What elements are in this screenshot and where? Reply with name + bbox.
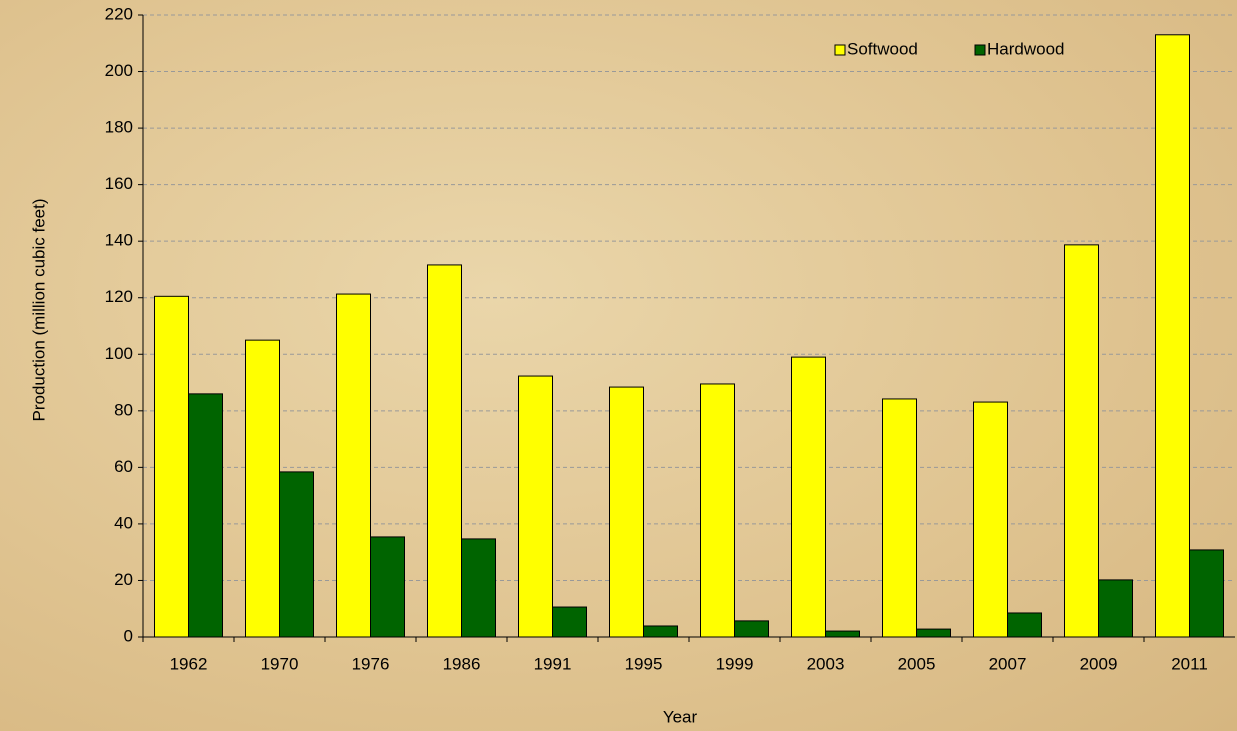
y-axis-label: Production (million cubic feet): [29, 199, 48, 422]
y-tick-label: 20: [114, 570, 133, 589]
legend-swatch: [834, 44, 846, 56]
x-tick-label: 2009: [1080, 654, 1118, 673]
bar: [609, 386, 644, 638]
bar: [882, 398, 917, 638]
bar: [825, 630, 860, 638]
x-tick-label: 1986: [443, 654, 481, 673]
legend-label: Softwood: [847, 39, 918, 58]
x-tick-label: 1970: [261, 654, 299, 673]
bar: [973, 401, 1008, 638]
y-tick-label: 220: [105, 4, 133, 23]
y-tick-label: 100: [105, 344, 133, 363]
x-tick-label: 1962: [170, 654, 208, 673]
y-tick-label: 160: [105, 174, 133, 193]
bar: [245, 339, 280, 638]
bar: [518, 375, 553, 638]
bar: [1007, 612, 1042, 638]
x-tick-label: 2005: [898, 654, 936, 673]
bar: [188, 393, 223, 638]
y-tick-label: 200: [105, 61, 133, 80]
y-tick-label: 60: [114, 457, 133, 476]
x-tick-label: 1976: [352, 654, 390, 673]
y-tick-label: 180: [105, 118, 133, 137]
x-axis-label: Year: [663, 707, 698, 726]
bar: [643, 625, 678, 638]
bar: [1098, 579, 1133, 638]
y-tick-label: 80: [114, 400, 133, 419]
bar: [427, 264, 462, 638]
bar: [916, 628, 951, 638]
bar: [461, 538, 496, 638]
y-tick-label: 120: [105, 287, 133, 306]
bar: [552, 606, 587, 638]
bar: [336, 293, 371, 638]
bar: [1189, 549, 1224, 638]
x-tick-label: 1991: [534, 654, 572, 673]
legend-label: Hardwood: [987, 39, 1065, 58]
bar: [154, 295, 189, 638]
y-tick-label: 0: [124, 626, 133, 645]
x-tick-label: 2007: [989, 654, 1027, 673]
x-tick-label: 1995: [625, 654, 663, 673]
bar: [700, 383, 735, 638]
bar: [1155, 34, 1190, 638]
x-tick-label: 2011: [1171, 654, 1208, 673]
bar: [279, 471, 314, 638]
bar: [734, 620, 769, 638]
bar: [1064, 244, 1099, 638]
bar: [370, 536, 405, 638]
y-tick-label: 40: [114, 513, 133, 532]
x-tick-label: 2003: [807, 654, 845, 673]
bar: [791, 356, 826, 638]
y-tick-label: 140: [105, 231, 133, 250]
legend-swatch: [974, 44, 986, 56]
x-tick-label: 1999: [716, 654, 754, 673]
